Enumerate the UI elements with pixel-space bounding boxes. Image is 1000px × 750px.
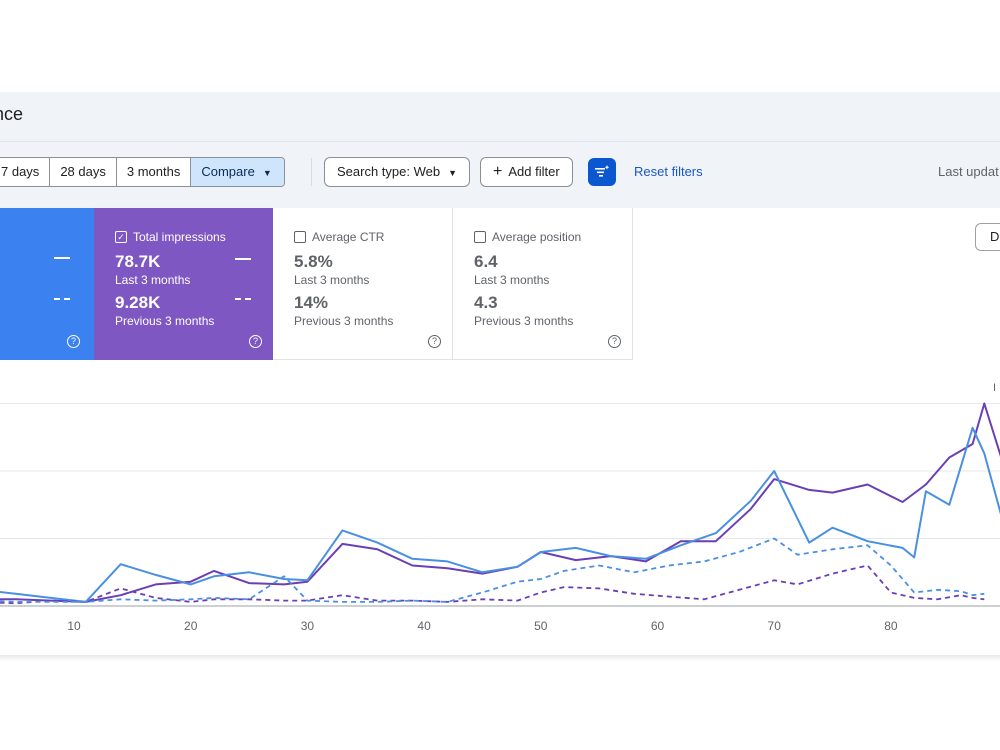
- x-tick-label: 70: [768, 619, 782, 633]
- metric-label-row: Average CTR: [294, 230, 384, 244]
- solid-line-legend: [54, 257, 70, 259]
- total-clicks-card[interactable]: ks ns months ?: [0, 208, 94, 360]
- metric-value: 6.4: [474, 252, 498, 271]
- checkbox-icon[interactable]: [474, 231, 486, 243]
- help-circle-icon[interactable]: ?: [67, 335, 80, 348]
- plus-icon: +: [493, 163, 503, 180]
- page-title: nce: [0, 104, 24, 124]
- download-button[interactable]: D: [975, 223, 1000, 251]
- right-axis-label: I: [993, 382, 997, 394]
- x-tick-label: 60: [651, 619, 665, 633]
- range-7-days[interactable]: 7 days: [0, 158, 51, 186]
- metric-period: Last 3 months: [474, 273, 550, 287]
- average-ctr-card[interactable]: Average CTR 5.8% Last 3 months 14% Previ…: [273, 208, 453, 360]
- search-type-label: Search type: Web: [337, 164, 441, 179]
- filter-sparkle-icon: [595, 165, 610, 177]
- metric-period: Last 3 months: [115, 273, 191, 287]
- average-position-card[interactable]: Average position 6.4 Last 3 months 4.3 P…: [453, 208, 633, 360]
- performance-chart: 10 20 30 40 50 60 70 80: [0, 402, 1000, 633]
- metric-label: Average CTR: [312, 230, 385, 244]
- series-line-clicks-current: [0, 426, 1000, 603]
- x-tick-label: 10: [67, 619, 81, 633]
- caret-down-icon: ▼: [448, 167, 458, 178]
- solid-line-legend: [235, 258, 251, 260]
- date-range-selector: 7 days 28 days 3 months Compare ▼: [0, 157, 285, 187]
- dashed-line-legend: [54, 298, 70, 300]
- metric-prev-period: Previous 3 months: [474, 314, 574, 328]
- x-tick-label: 40: [417, 619, 431, 633]
- metric-label-row: Average position: [474, 230, 581, 244]
- metric-prev-value: 4.3: [474, 293, 498, 312]
- add-filter-button[interactable]: + Add filter: [480, 157, 573, 187]
- filter-sparkle-button[interactable]: [588, 158, 616, 186]
- metric-label-row: ✓ Total impressions: [115, 230, 226, 244]
- metric-label: Average position: [492, 230, 582, 244]
- metric-value: 78.7K: [115, 252, 161, 271]
- reset-filters-link[interactable]: Reset filters: [634, 164, 703, 179]
- toolbar-divider: [311, 158, 312, 186]
- card-bottom-edge: [0, 655, 1000, 661]
- metric-label: Total impressions: [133, 230, 226, 244]
- metric-prev-value: 14%: [294, 293, 329, 312]
- caret-down-icon: ▼: [262, 167, 272, 178]
- metric-prev-period: Previous 3 months: [115, 314, 215, 328]
- x-tick-label: 50: [534, 619, 548, 633]
- compare-button[interactable]: Compare ▼: [191, 158, 284, 186]
- header-bar: [0, 92, 1000, 142]
- metric-period: Last 3 months: [294, 273, 370, 287]
- x-tick-label: 20: [184, 619, 198, 633]
- checkbox-checked-icon[interactable]: ✓: [115, 231, 127, 243]
- dashed-line-legend: [235, 298, 251, 300]
- series-line-clicks-previous: [0, 537, 985, 603]
- series-line-impressions-previous: [0, 564, 985, 605]
- metric-prev-value: 9.28K: [115, 293, 161, 312]
- compare-label: Compare: [201, 164, 255, 179]
- metric-prev-period: Previous 3 months: [294, 314, 394, 328]
- help-circle-icon[interactable]: ?: [428, 335, 441, 348]
- search-type-dropdown[interactable]: Search type: Web ▼: [324, 157, 471, 187]
- checkbox-icon[interactable]: [294, 231, 306, 243]
- range-3-months[interactable]: 3 months: [116, 158, 192, 186]
- total-impressions-card[interactable]: ✓ Total impressions 78.7K Last 3 months …: [94, 208, 273, 360]
- help-circle-icon[interactable]: ?: [608, 335, 621, 348]
- x-tick-label: 80: [884, 619, 898, 633]
- range-28-days[interactable]: 28 days: [50, 158, 117, 186]
- help-circle-icon[interactable]: ?: [249, 335, 262, 348]
- metric-value: 5.8%: [294, 252, 333, 271]
- x-tick-label: 30: [301, 619, 315, 633]
- last-updated-text: Last updat: [938, 164, 999, 179]
- add-filter-label: Add filter: [508, 164, 560, 179]
